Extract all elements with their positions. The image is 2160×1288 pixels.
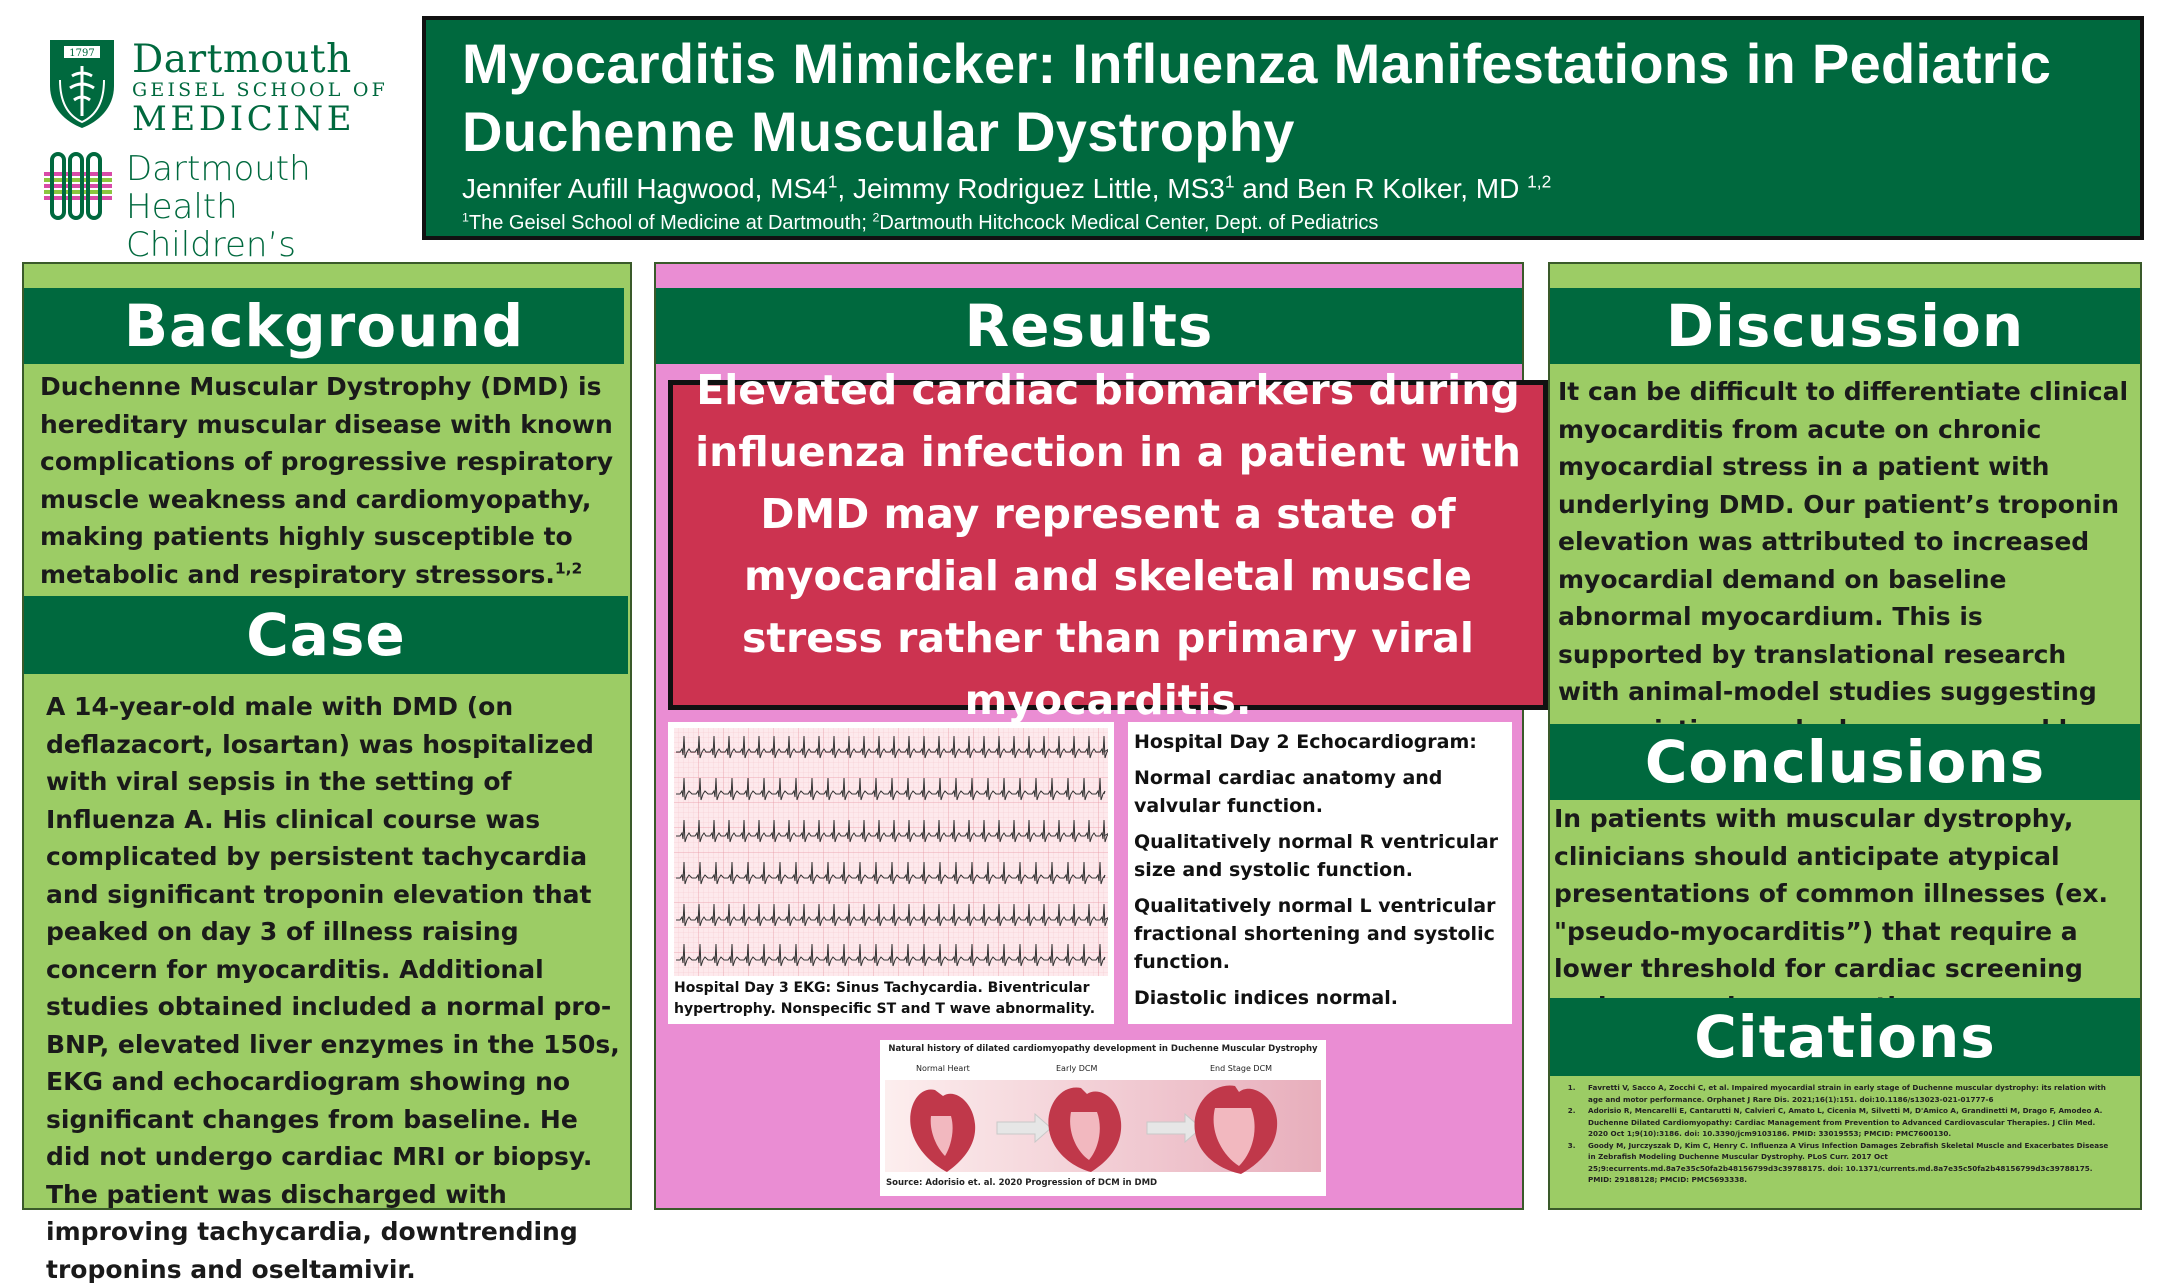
affil-number: 1 [462, 210, 469, 225]
ekg-trace [676, 903, 1108, 927]
dcm-label-end: End Stage DCM [1210, 1064, 1273, 1073]
heart-progression-image [885, 1080, 1321, 1174]
ekg-strip-image [674, 728, 1108, 976]
ekg-trace [676, 735, 1108, 759]
logo-dhc-children: Health Children’s [126, 187, 296, 265]
background-heading: Background [24, 288, 624, 364]
shield-year: 1797 [69, 48, 94, 59]
author-name: Jeimmy Rodriguez Little, MS3 [852, 173, 1225, 204]
affil-number: 2 [872, 210, 880, 225]
ekg-trace [676, 861, 1106, 885]
ekg-caption: Hospital Day 3 EKG: Sinus Tachycardia. B… [674, 980, 1096, 1017]
dcm-source: Source: Adorisio et. al. 2020 Progressio… [886, 1178, 1158, 1188]
poster-title: Myocarditis Mimicker: Influenza Manifest… [462, 32, 2052, 163]
results-heading: Results [656, 288, 1522, 364]
logo-dhc-dartmouth: Dartmouth [126, 149, 311, 189]
author-affil: 1 [1224, 171, 1235, 192]
affil-text: Dartmouth Hitchcock Medical Center, Dept… [879, 212, 1379, 234]
ekg-trace [676, 819, 1108, 843]
ekg-figure: Hospital Day 3 EKG: Sinus Tachycardia. B… [668, 722, 1114, 1024]
case-text: A 14-year-old male with DMD (on deflazac… [46, 692, 620, 1284]
citations-heading: Citations [1550, 998, 2140, 1076]
citations-list: Favretti V, Sacco A, Zocchi C, et al. Im… [1556, 1082, 2116, 1192]
dcm-label-early: Early DCM [1056, 1064, 1098, 1073]
author-name: Ben R Kolker, MD [1296, 173, 1528, 204]
citation-item: Adorisio R, Mencarelli E, Cantarutti N, … [1578, 1105, 2116, 1140]
author-name: Jennifer Aufill Hagwood, MS4 [462, 173, 828, 204]
echo-item: Qualitatively normal L ventricular fract… [1134, 895, 1496, 973]
author-affil: 1,2 [1527, 171, 1552, 192]
geisel-logo-text: Dartmouth GEISEL SCHOOL OF MEDICINE [132, 40, 388, 136]
logo-medicine: MEDICINE [132, 99, 356, 139]
arrow-icon [1146, 1112, 1202, 1144]
author-sep: and [1234, 173, 1297, 204]
logo-dartmouth: Dartmouth [132, 37, 352, 82]
echo-item: Normal cardiac anatomy and valvular func… [1134, 767, 1443, 817]
title-banner: Myocarditis Mimicker: Influenza Manifest… [422, 16, 2144, 240]
ekg-trace [676, 777, 1106, 801]
author-sep: , [837, 173, 853, 204]
case-heading: Case [24, 596, 628, 674]
background-text: Duchenne Muscular Dystrophy (DMD) is her… [40, 368, 620, 593]
background-body: Duchenne Muscular Dystrophy (DMD) is her… [40, 372, 614, 589]
heart-end-stage-icon [1194, 1085, 1278, 1174]
echo-title: Hospital Day 2 Echocardiogram: [1134, 731, 1477, 753]
conclusions-heading: Conclusions [1550, 724, 2140, 800]
dcm-progression-figure: Natural history of dilated cardiomyopath… [880, 1040, 1326, 1196]
citation-item: Goody M, Jurczyszak D, Kim C, Henry C. I… [1578, 1140, 2116, 1186]
echo-summary: Hospital Day 2 Echocardiogram: Normal ca… [1128, 722, 1512, 1024]
heart-normal-icon [910, 1089, 976, 1172]
key-finding-box: Elevated cardiac biomarkers during influ… [668, 366, 1548, 724]
discussion-body: It can be difficult to differentiate cli… [1558, 377, 2129, 781]
logo-geisel-school: GEISEL SCHOOL OF [132, 79, 388, 101]
background-ref: 1,2 [554, 559, 583, 578]
children-health-mark-icon [44, 152, 112, 220]
discussion-heading: Discussion [1550, 288, 2140, 364]
children-logo-text: Dartmouth Health Children’s [126, 150, 400, 264]
citation-item: Favretti V, Sacco A, Zocchi C, et al. Im… [1578, 1082, 2116, 1105]
echo-item: Diastolic indices normal. [1134, 987, 1398, 1009]
heart-early-dcm-icon [1048, 1087, 1122, 1172]
left-column [22, 262, 632, 1210]
logo-area: 1797 Dartmouth GEISEL SCHOOL OF MEDICINE… [40, 30, 400, 264]
ekg-trace [676, 943, 1106, 967]
author-line: Jennifer Aufill Hagwood, MS41, Jeimmy Ro… [462, 172, 2104, 206]
dcm-label-normal: Normal Heart [916, 1064, 970, 1073]
author-affil: 1 [827, 171, 838, 192]
dcm-figure-title: Natural history of dilated cardiomyopath… [888, 1044, 1318, 1054]
affiliation-line: 1The Geisel School of Medicine at Dartmo… [462, 210, 2104, 236]
conclusions-text: In patients with muscular dystrophy, cli… [1554, 804, 2109, 1021]
dartmouth-shield-icon: 1797 [50, 40, 114, 128]
echo-item: Qualitatively normal R ventricular size … [1134, 831, 1499, 881]
key-finding-text: Elevated cardiac biomarkers during influ… [695, 366, 1521, 724]
affil-text: The Geisel School of Medicine at Dartmou… [468, 212, 873, 234]
arrow-icon [996, 1112, 1052, 1144]
